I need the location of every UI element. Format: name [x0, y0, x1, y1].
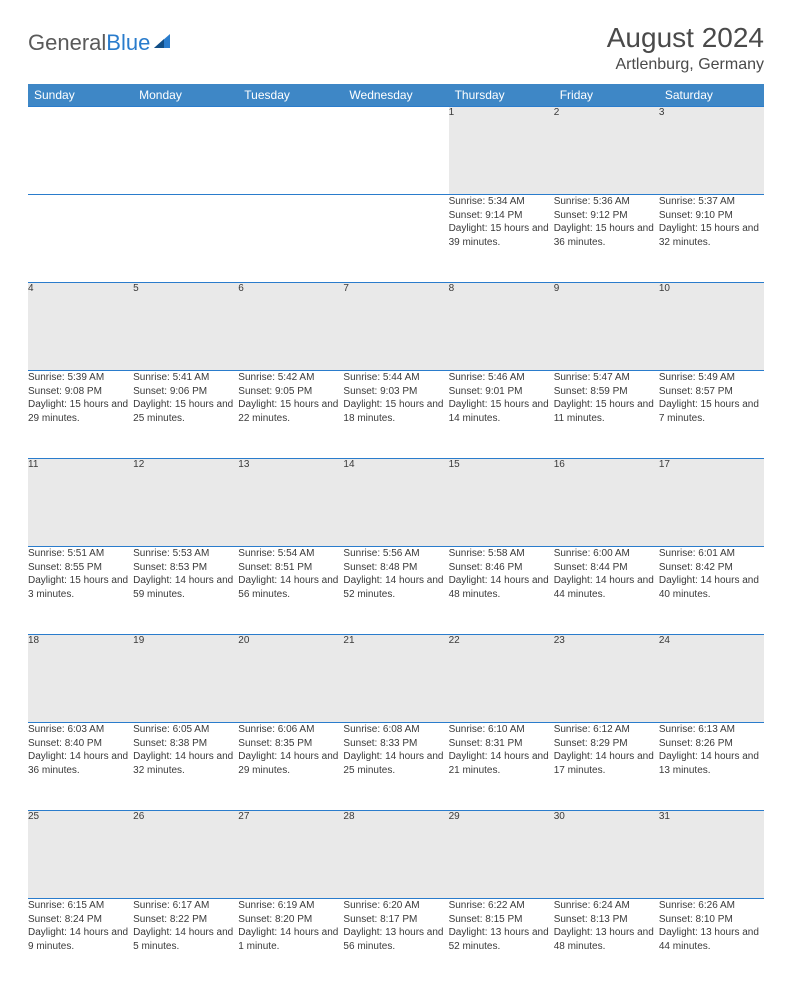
- day-number-cell: 21: [343, 635, 448, 723]
- day-number-cell: 20: [238, 635, 343, 723]
- day-header: Thursday: [449, 84, 554, 107]
- day-number-cell: 9: [554, 283, 659, 371]
- logo: GeneralBlue: [28, 22, 172, 56]
- day-info-cell: Sunrise: 5:37 AMSunset: 9:10 PMDaylight:…: [659, 195, 764, 283]
- day-info-cell: Sunrise: 6:10 AMSunset: 8:31 PMDaylight:…: [449, 723, 554, 811]
- day-info-cell: Sunrise: 5:56 AMSunset: 8:48 PMDaylight:…: [343, 547, 448, 635]
- day-info-cell: Sunrise: 5:41 AMSunset: 9:06 PMDaylight:…: [133, 371, 238, 459]
- day-info-cell: Sunrise: 6:26 AMSunset: 8:10 PMDaylight:…: [659, 899, 764, 987]
- day-number-cell: 30: [554, 811, 659, 899]
- day-info-cell: Sunrise: 5:39 AMSunset: 9:08 PMDaylight:…: [28, 371, 133, 459]
- day-number-row: 45678910: [28, 283, 764, 371]
- day-info-cell: [343, 195, 448, 283]
- day-number-cell: 17: [659, 459, 764, 547]
- day-info-cell: Sunrise: 5:46 AMSunset: 9:01 PMDaylight:…: [449, 371, 554, 459]
- day-header: Saturday: [659, 84, 764, 107]
- day-info-cell: Sunrise: 6:05 AMSunset: 8:38 PMDaylight:…: [133, 723, 238, 811]
- day-info-cell: Sunrise: 5:49 AMSunset: 8:57 PMDaylight:…: [659, 371, 764, 459]
- day-info-cell: Sunrise: 5:53 AMSunset: 8:53 PMDaylight:…: [133, 547, 238, 635]
- day-header: Friday: [554, 84, 659, 107]
- day-info-cell: Sunrise: 6:13 AMSunset: 8:26 PMDaylight:…: [659, 723, 764, 811]
- day-number-cell: 24: [659, 635, 764, 723]
- day-info-row: Sunrise: 5:39 AMSunset: 9:08 PMDaylight:…: [28, 371, 764, 459]
- day-info-cell: Sunrise: 6:15 AMSunset: 8:24 PMDaylight:…: [28, 899, 133, 987]
- location: Artlenburg, Germany: [607, 56, 764, 74]
- header: GeneralBlue August 2024 Artlenburg, Germ…: [28, 22, 764, 74]
- day-number-cell: 13: [238, 459, 343, 547]
- day-info-cell: Sunrise: 6:19 AMSunset: 8:20 PMDaylight:…: [238, 899, 343, 987]
- day-number-cell: 28: [343, 811, 448, 899]
- day-number-cell: 14: [343, 459, 448, 547]
- day-info-row: Sunrise: 5:51 AMSunset: 8:55 PMDaylight:…: [28, 547, 764, 635]
- day-number-cell: 3: [659, 107, 764, 195]
- day-info-cell: Sunrise: 6:06 AMSunset: 8:35 PMDaylight:…: [238, 723, 343, 811]
- logo-text-general: General: [28, 30, 106, 56]
- day-header: Monday: [133, 84, 238, 107]
- day-number-cell: [28, 107, 133, 195]
- day-number-cell: 23: [554, 635, 659, 723]
- day-info-row: Sunrise: 6:15 AMSunset: 8:24 PMDaylight:…: [28, 899, 764, 987]
- calendar-body: 123Sunrise: 5:34 AMSunset: 9:14 PMDaylig…: [28, 107, 764, 987]
- day-info-cell: Sunrise: 6:20 AMSunset: 8:17 PMDaylight:…: [343, 899, 448, 987]
- day-number-cell: 25: [28, 811, 133, 899]
- day-number-cell: 1: [449, 107, 554, 195]
- day-header-row: SundayMondayTuesdayWednesdayThursdayFrid…: [28, 84, 764, 107]
- day-number-row: 123: [28, 107, 764, 195]
- day-number-row: 18192021222324: [28, 635, 764, 723]
- day-info-cell: Sunrise: 5:58 AMSunset: 8:46 PMDaylight:…: [449, 547, 554, 635]
- day-number-cell: 6: [238, 283, 343, 371]
- day-number-cell: 7: [343, 283, 448, 371]
- day-info-cell: Sunrise: 6:24 AMSunset: 8:13 PMDaylight:…: [554, 899, 659, 987]
- day-info-cell: Sunrise: 5:51 AMSunset: 8:55 PMDaylight:…: [28, 547, 133, 635]
- day-info-cell: Sunrise: 5:44 AMSunset: 9:03 PMDaylight:…: [343, 371, 448, 459]
- day-info-cell: Sunrise: 6:12 AMSunset: 8:29 PMDaylight:…: [554, 723, 659, 811]
- day-info-cell: [133, 195, 238, 283]
- day-number-cell: 8: [449, 283, 554, 371]
- day-number-row: 11121314151617: [28, 459, 764, 547]
- day-info-cell: Sunrise: 6:22 AMSunset: 8:15 PMDaylight:…: [449, 899, 554, 987]
- day-number-cell: 27: [238, 811, 343, 899]
- day-number-cell: 19: [133, 635, 238, 723]
- day-info-cell: Sunrise: 6:01 AMSunset: 8:42 PMDaylight:…: [659, 547, 764, 635]
- month-title: August 2024: [607, 22, 764, 54]
- day-number-cell: 31: [659, 811, 764, 899]
- day-info-cell: Sunrise: 6:00 AMSunset: 8:44 PMDaylight:…: [554, 547, 659, 635]
- day-number-cell: 12: [133, 459, 238, 547]
- day-info-cell: [238, 195, 343, 283]
- day-header: Wednesday: [343, 84, 448, 107]
- day-number-cell: [343, 107, 448, 195]
- day-number-cell: 29: [449, 811, 554, 899]
- day-number-cell: [133, 107, 238, 195]
- day-info-cell: Sunrise: 5:36 AMSunset: 9:12 PMDaylight:…: [554, 195, 659, 283]
- day-info-cell: Sunrise: 5:34 AMSunset: 9:14 PMDaylight:…: [449, 195, 554, 283]
- day-number-cell: 18: [28, 635, 133, 723]
- calendar-table: SundayMondayTuesdayWednesdayThursdayFrid…: [28, 84, 764, 987]
- day-info-cell: Sunrise: 6:08 AMSunset: 8:33 PMDaylight:…: [343, 723, 448, 811]
- day-number-cell: 4: [28, 283, 133, 371]
- day-info-row: Sunrise: 5:34 AMSunset: 9:14 PMDaylight:…: [28, 195, 764, 283]
- day-info-cell: Sunrise: 5:47 AMSunset: 8:59 PMDaylight:…: [554, 371, 659, 459]
- day-header: Tuesday: [238, 84, 343, 107]
- day-number-cell: 5: [133, 283, 238, 371]
- day-info-cell: [28, 195, 133, 283]
- day-info-cell: Sunrise: 5:54 AMSunset: 8:51 PMDaylight:…: [238, 547, 343, 635]
- day-info-cell: Sunrise: 6:17 AMSunset: 8:22 PMDaylight:…: [133, 899, 238, 987]
- day-number-cell: 22: [449, 635, 554, 723]
- day-number-cell: 15: [449, 459, 554, 547]
- day-number-cell: [238, 107, 343, 195]
- day-number-cell: 11: [28, 459, 133, 547]
- day-info-row: Sunrise: 6:03 AMSunset: 8:40 PMDaylight:…: [28, 723, 764, 811]
- day-header: Sunday: [28, 84, 133, 107]
- logo-sail-icon: [152, 30, 172, 56]
- day-number-cell: 10: [659, 283, 764, 371]
- day-info-cell: Sunrise: 5:42 AMSunset: 9:05 PMDaylight:…: [238, 371, 343, 459]
- day-info-cell: Sunrise: 6:03 AMSunset: 8:40 PMDaylight:…: [28, 723, 133, 811]
- day-number-row: 25262728293031: [28, 811, 764, 899]
- title-block: August 2024 Artlenburg, Germany: [607, 22, 764, 74]
- logo-text-blue: Blue: [106, 30, 150, 56]
- day-number-cell: 2: [554, 107, 659, 195]
- day-number-cell: 16: [554, 459, 659, 547]
- day-number-cell: 26: [133, 811, 238, 899]
